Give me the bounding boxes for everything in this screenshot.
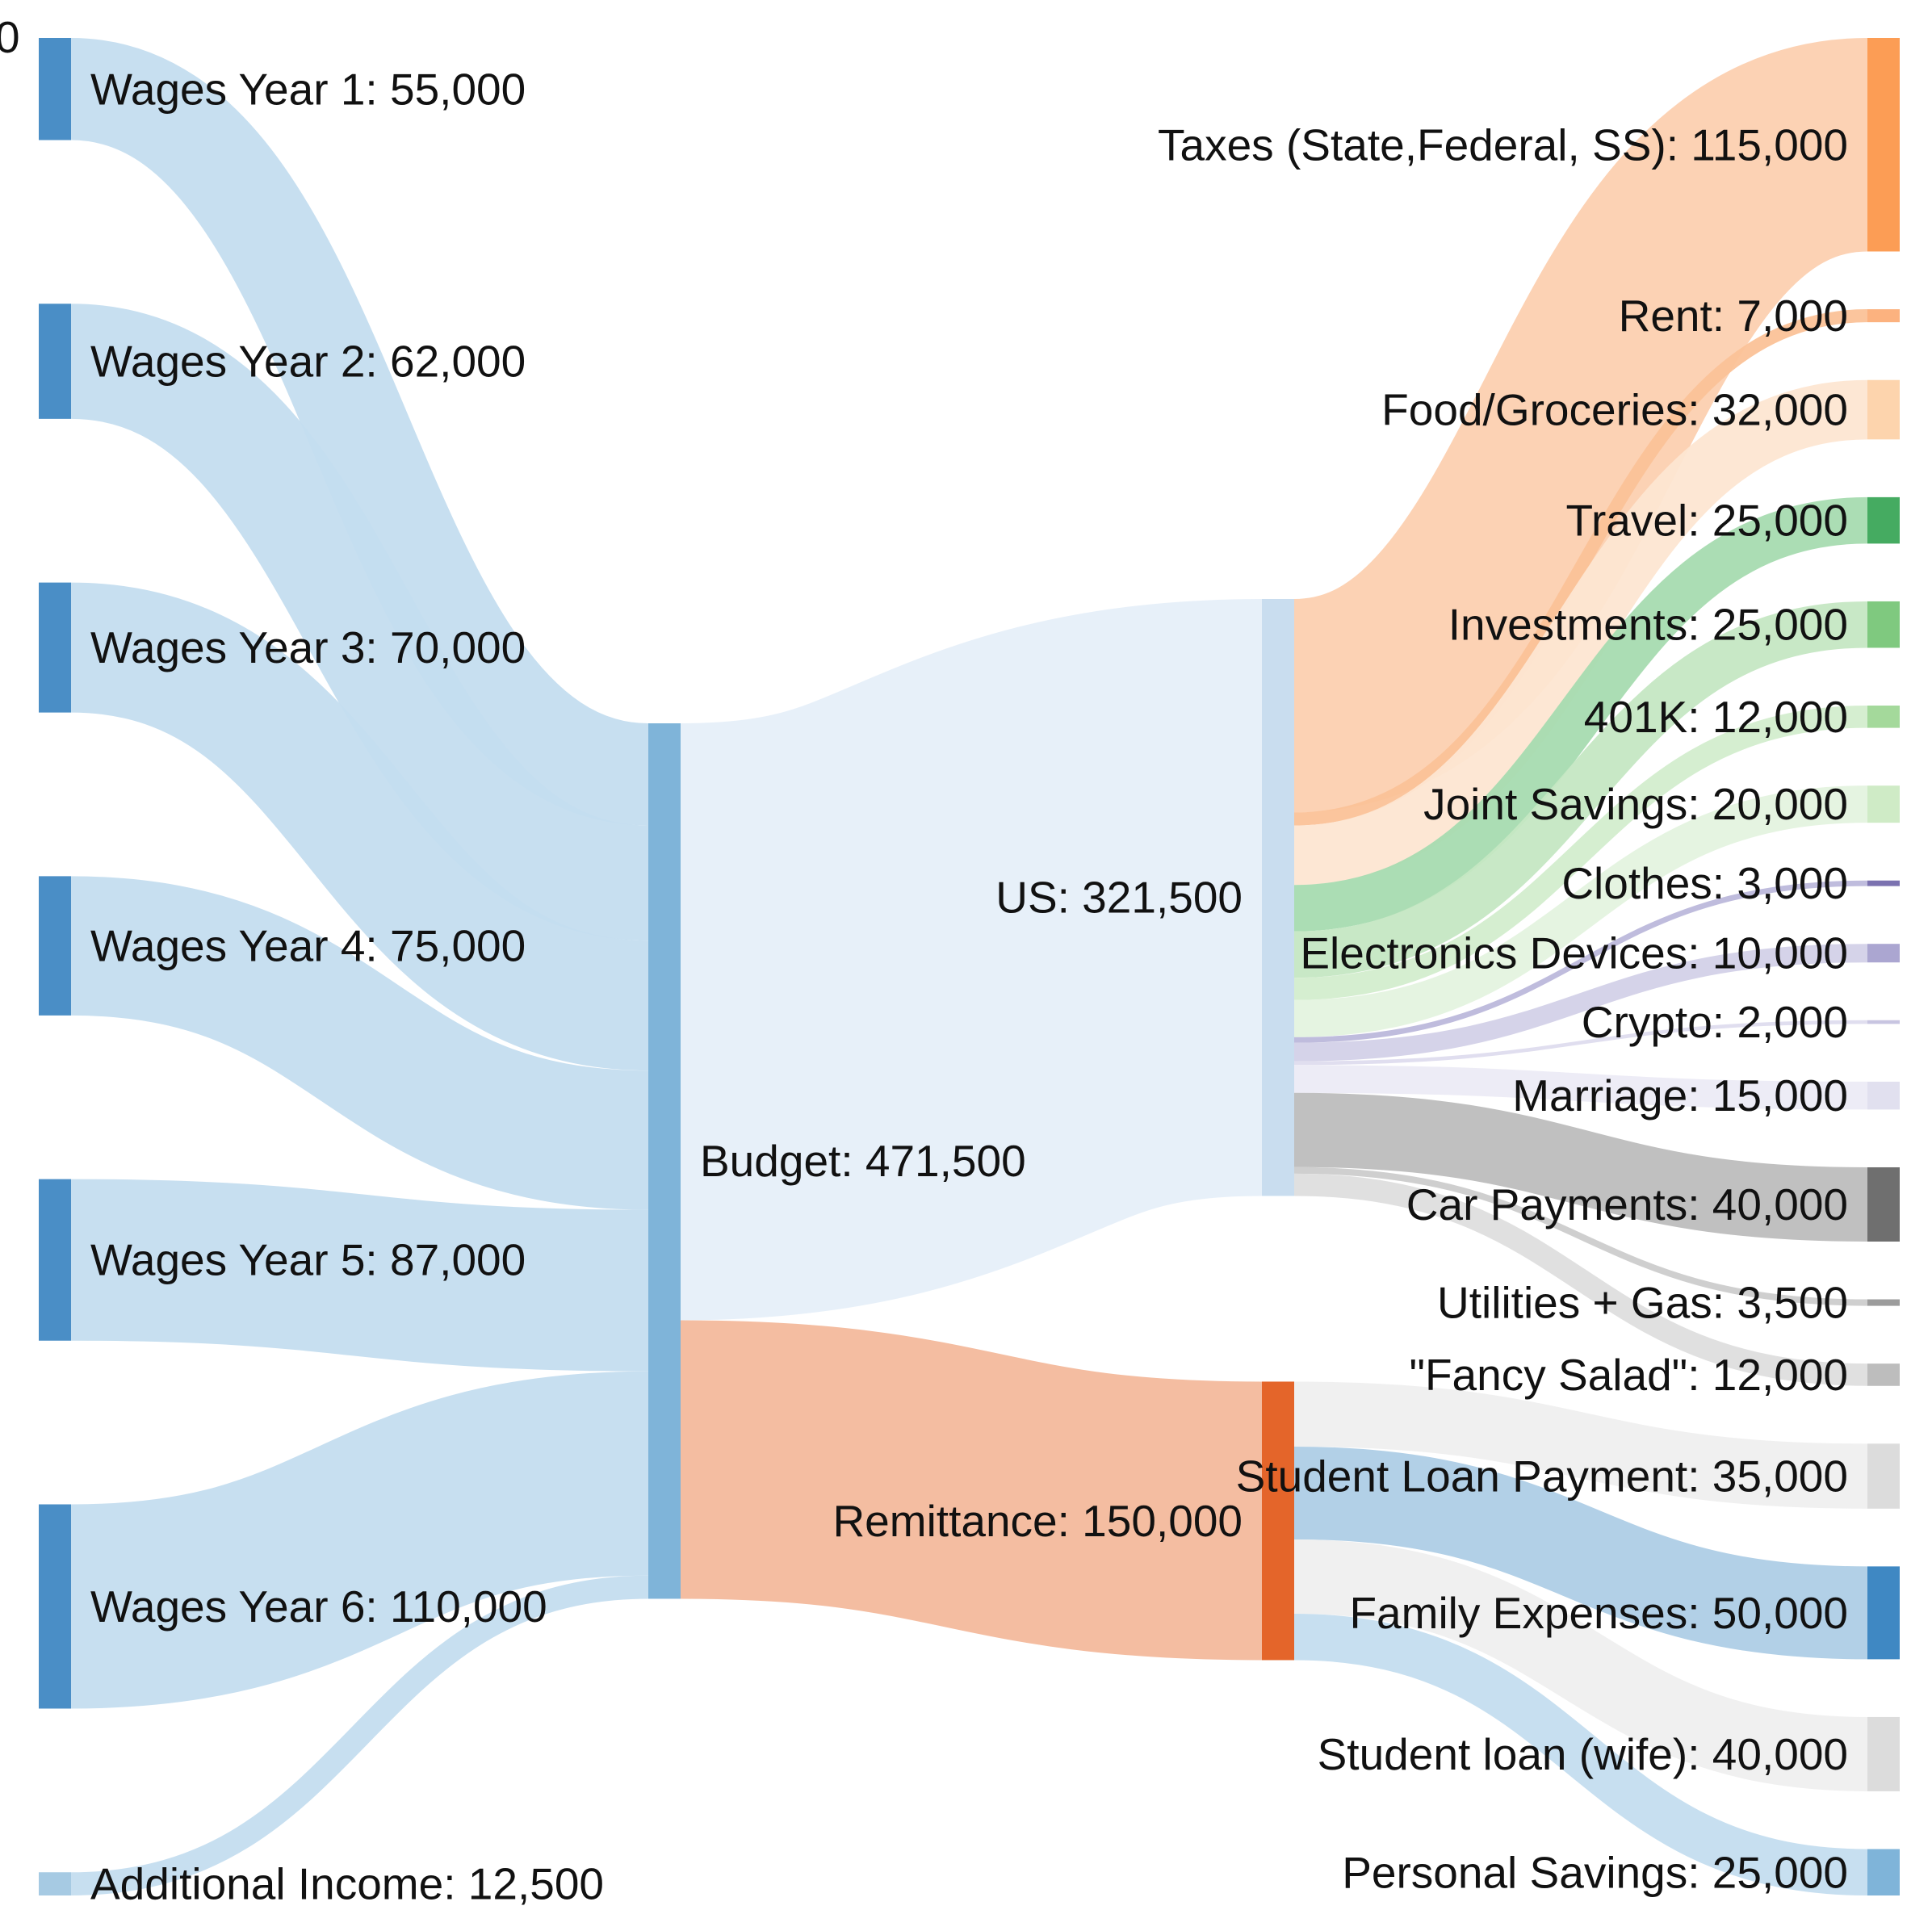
node-elec	[1867, 944, 1900, 963]
node-car	[1867, 1167, 1900, 1242]
node-label-invest: Investments: 25,000	[1448, 600, 1848, 650]
link-us-taxes	[1289, 38, 1873, 813]
link-us-crypto	[1293, 1020, 1868, 1066]
node-label-marriage: Marriage: 15,000	[1512, 1070, 1848, 1120]
node-label-w1: Wages Year 1: 55,000	[90, 64, 526, 114]
link-w2-budget	[69, 304, 651, 941]
node-label-psave: Personal Savings: 25,000	[1342, 1847, 1848, 1897]
node-label-elec: Electronics Devices: 10,000	[1300, 928, 1848, 978]
link-w5-budget	[70, 1179, 649, 1372]
node-label-util: Utilities + Gas: 3,500	[1437, 1278, 1848, 1328]
node-us	[1262, 599, 1294, 1196]
link-w6-budget	[70, 1371, 649, 1709]
sankey-labels: Wages Year 1: 55,000 Wages Year 2: 62,000…	[90, 64, 1848, 1908]
link-ai-budget	[70, 1575, 649, 1896]
link-us-salad	[1293, 1173, 1868, 1386]
link-remit-family	[1293, 1446, 1868, 1660]
corner-label: 0	[0, 12, 20, 62]
node-w1	[39, 38, 71, 140]
node-label-us: US: 321,500	[995, 873, 1243, 923]
node-label-food: Food/Groceries: 32,000	[1381, 385, 1848, 435]
link-w4-budget	[70, 876, 649, 1210]
node-label-w6: Wages Year 6: 110,000	[90, 1581, 547, 1632]
node-label-clothes: Clothes: 3,000	[1561, 858, 1848, 908]
node-label-ai: Additional Income: 12,500	[90, 1859, 604, 1909]
link-us-rent	[1293, 309, 1868, 826]
node-invest	[1867, 601, 1900, 648]
node-label-w3: Wages Year 3: 70,000	[90, 622, 526, 672]
node-ai	[39, 1872, 71, 1895]
node-k401	[1867, 706, 1900, 728]
node-label-family: Family Expenses: 50,000	[1349, 1588, 1848, 1638]
node-w3	[39, 582, 71, 713]
node-food	[1867, 379, 1900, 440]
node-sloan	[1867, 1443, 1900, 1509]
link-remit-psave	[1293, 1613, 1868, 1895]
link-us-util	[1293, 1167, 1868, 1306]
node-w6	[39, 1504, 71, 1709]
node-label-sloan: Student Loan Payment: 35,000	[1236, 1451, 1848, 1502]
link-us-travel	[1293, 496, 1868, 932]
link-us-clothes	[1293, 880, 1868, 1043]
link-us-joint	[1293, 785, 1868, 1037]
node-label-salad: "Fancy Salad": 12,000	[1409, 1350, 1848, 1400]
node-label-car: Car Payments: 40,000	[1406, 1179, 1848, 1229]
link-budget-remit	[680, 1320, 1263, 1661]
node-rent	[1867, 309, 1900, 323]
node-clothes	[1867, 880, 1900, 886]
node-label-budget: Budget: 471,500	[700, 1136, 1026, 1186]
node-label-remit: Remittance: 150,000	[832, 1496, 1243, 1546]
node-label-k401: 401K: 12,000	[1584, 692, 1848, 742]
node-taxes	[1867, 38, 1900, 252]
node-label-taxes: Taxes (State,Federal, SS): 115,000	[1158, 119, 1848, 170]
node-label-rent: Rent: 7,000	[1619, 291, 1848, 341]
node-label-travel: Travel: 25,000	[1565, 496, 1848, 546]
node-label-w4: Wages Year 4: 75,000	[90, 921, 526, 971]
link-w1-budget	[69, 38, 651, 826]
node-family	[1867, 1566, 1900, 1660]
node-psave	[1867, 1849, 1900, 1895]
link-remit-wife	[1293, 1539, 1868, 1791]
node-label-joint: Joint Savings: 20,000	[1423, 779, 1848, 829]
node-label-w2: Wages Year 2: 62,000	[90, 337, 526, 387]
node-crypto	[1867, 1020, 1900, 1024]
node-label-crypto: Crypto: 2,000	[1582, 997, 1848, 1047]
node-budget	[648, 723, 681, 1599]
link-w3-budget	[69, 582, 650, 1071]
node-w2	[39, 304, 71, 419]
link-us-food	[1293, 379, 1868, 886]
node-salad	[1867, 1363, 1900, 1386]
link-us-elec	[1293, 944, 1868, 1062]
sankey-nodes	[39, 38, 1900, 1895]
node-remit	[1262, 1381, 1294, 1661]
link-us-car	[1293, 1092, 1868, 1242]
link-remit-sloan	[1293, 1381, 1868, 1509]
node-w5	[39, 1179, 71, 1341]
node-wife	[1867, 1716, 1900, 1791]
node-joint	[1867, 785, 1900, 823]
node-label-w5: Wages Year 5: 87,000	[90, 1235, 526, 1285]
node-marriage	[1867, 1081, 1900, 1110]
node-label-wife: Student loan (wife): 40,000	[1318, 1729, 1848, 1779]
link-budget-us	[677, 598, 1266, 1321]
node-util	[1867, 1299, 1900, 1306]
node-travel	[1867, 496, 1900, 544]
link-us-marriage	[1293, 1065, 1868, 1110]
link-us-invest	[1293, 601, 1868, 978]
link-us-k401	[1293, 706, 1868, 1000]
sankey-links	[69, 38, 1873, 1896]
node-w4	[39, 876, 71, 1016]
